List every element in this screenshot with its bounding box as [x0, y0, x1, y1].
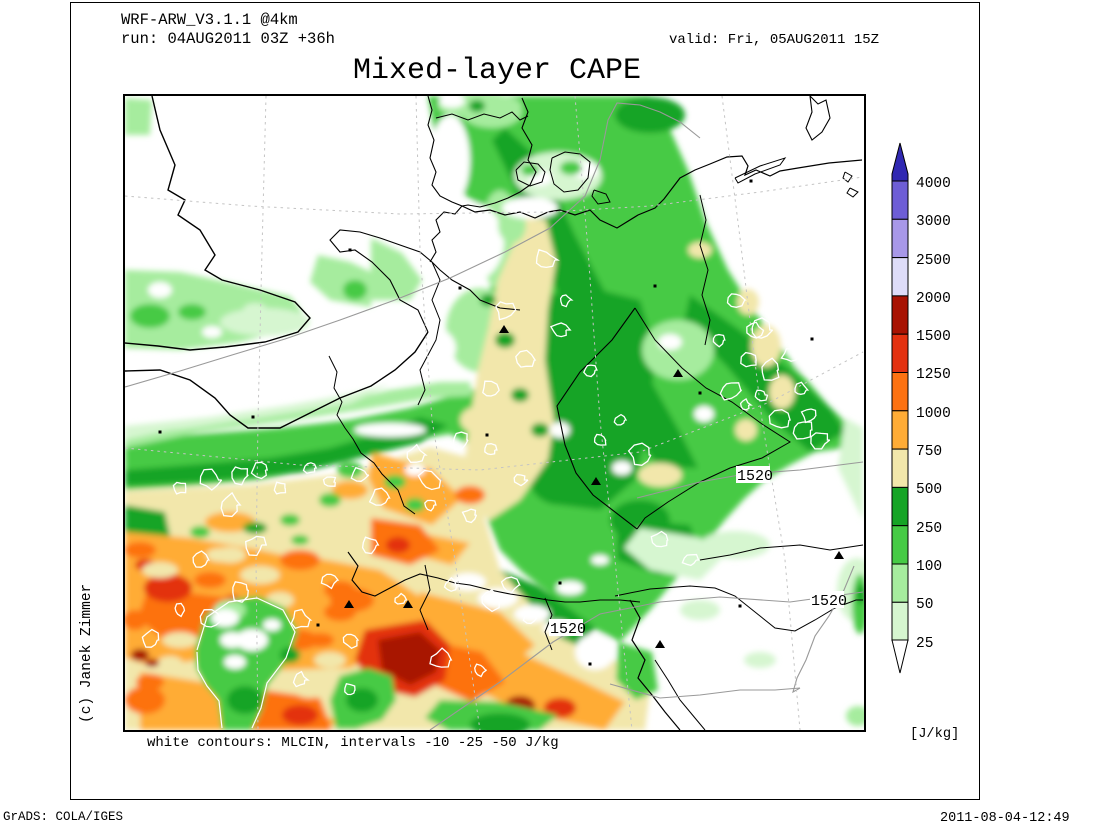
svg-text:500: 500: [916, 482, 942, 498]
svg-text:1520: 1520: [811, 593, 847, 610]
svg-text:(c) Janek Zimmer: (c) Janek Zimmer: [79, 584, 95, 723]
svg-text:250: 250: [916, 521, 942, 537]
svg-text:1520: 1520: [550, 621, 586, 638]
svg-text:1500: 1500: [916, 329, 951, 345]
svg-text:100: 100: [916, 559, 942, 575]
svg-text:run: 04AUG2011 03Z +36h: run: 04AUG2011 03Z +36h: [121, 30, 335, 48]
svg-text:25: 25: [916, 636, 933, 652]
svg-text:[J/kg]: [J/kg]: [910, 727, 959, 742]
svg-text:1250: 1250: [916, 367, 951, 383]
svg-text:3000: 3000: [916, 214, 951, 230]
svg-text:50: 50: [916, 597, 933, 613]
svg-text:Mixed-layer CAPE: Mixed-layer CAPE: [353, 54, 641, 88]
svg-text:2000: 2000: [916, 291, 951, 307]
svg-text:1000: 1000: [916, 406, 951, 422]
svg-text:4000: 4000: [916, 176, 951, 192]
svg-text:white contours: MLCIN, interva: white contours: MLCIN, intervals -10 -25…: [147, 735, 559, 751]
svg-text:750: 750: [916, 444, 942, 460]
svg-text:2500: 2500: [916, 253, 951, 269]
svg-text:WRF-ARW_V3.1.1 @4km: WRF-ARW_V3.1.1 @4km: [121, 11, 298, 29]
svg-text:2011-08-04-12:49: 2011-08-04-12:49: [940, 811, 1070, 825]
svg-text:valid: Fri, 05AUG2011 15Z: valid: Fri, 05AUG2011 15Z: [669, 32, 879, 48]
svg-text:1520: 1520: [737, 468, 773, 485]
svg-text:GrADS: COLA/IGES: GrADS: COLA/IGES: [3, 810, 123, 824]
